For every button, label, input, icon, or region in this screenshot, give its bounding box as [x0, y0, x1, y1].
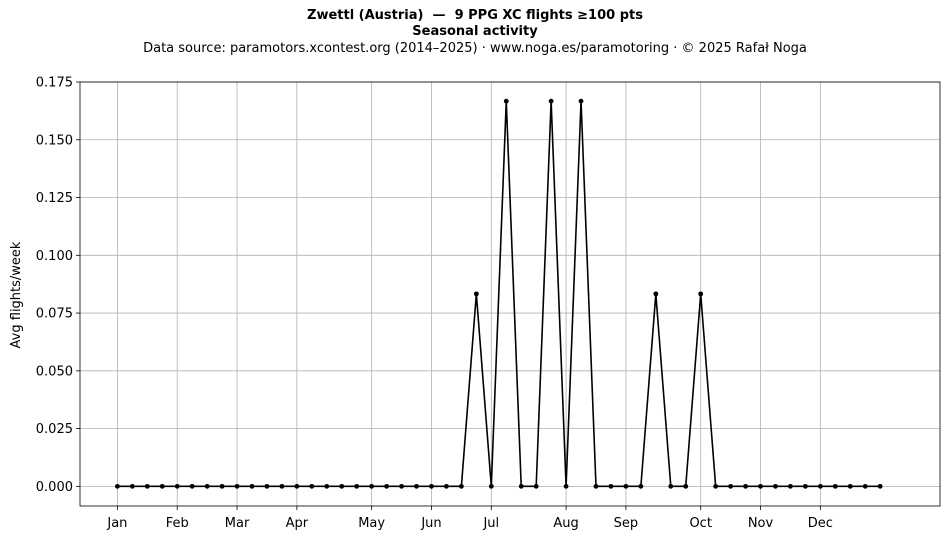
data-point: [563, 483, 569, 489]
data-point: [877, 483, 883, 489]
series-flights-per-week: [114, 98, 883, 489]
data-point: [234, 483, 240, 489]
data-point: [159, 483, 165, 489]
y-tick-label: 0.000: [36, 480, 73, 495]
data-point: [204, 483, 210, 489]
data-point: [518, 483, 524, 489]
y-tick-label: 0.075: [36, 307, 73, 322]
data-point: [458, 483, 464, 489]
data-point: [608, 483, 614, 489]
data-point: [219, 483, 225, 489]
y-tick-label: 0.025: [36, 422, 73, 437]
data-point: [129, 483, 135, 489]
x-tick-label: Feb: [166, 516, 189, 531]
data-point: [174, 483, 180, 489]
data-point: [444, 483, 449, 489]
series-line: [117, 100, 881, 488]
x-tick-label: Apr: [286, 516, 309, 531]
data-point: [324, 483, 330, 489]
x-tick-label: Dec: [808, 516, 833, 531]
data-point: [354, 483, 360, 489]
data-point: [847, 483, 853, 489]
data-point: [832, 483, 838, 489]
x-tick-label: May: [358, 516, 385, 531]
plot-frame: [79, 81, 941, 507]
axes: 0.000 0.025 0.050 0.075 0.100 0.125 0.150 0.175…: [36, 76, 941, 531]
data-point: [713, 483, 719, 489]
data-point: [399, 483, 404, 489]
data-point: [773, 483, 778, 489]
data-point: [817, 483, 823, 489]
data-point: [788, 483, 793, 489]
data-point: [279, 483, 285, 489]
y-tick-label: 0.100: [36, 249, 73, 264]
data-point: [369, 483, 375, 489]
chart-title-2: Seasonal activity: [412, 24, 538, 39]
y-tick-label: 0.175: [36, 76, 73, 91]
data-point: [114, 483, 120, 489]
data-point: [144, 483, 150, 489]
data-point: [189, 483, 195, 489]
x-tick-label: Oct: [689, 516, 711, 531]
data-point: [503, 98, 509, 104]
x-tick-label: Jan: [106, 516, 127, 531]
x-tick-label: Jun: [420, 516, 441, 531]
data-point: [683, 483, 689, 489]
data-point: [429, 483, 434, 489]
chart-title-block: Zwettl (Austria) — 9 PPG XC flights ≥100…: [0, 8, 950, 57]
data-point: [728, 483, 734, 489]
chart-subtitle: Data source: paramotors.xcontest.org (20…: [143, 41, 807, 56]
data-point: [488, 483, 494, 489]
data-point: [384, 483, 390, 489]
data-point: [668, 483, 674, 489]
grid-lines: [80, 81, 940, 506]
data-point: [593, 483, 599, 489]
chart-title: Zwettl (Austria) — 9 PPG XC flights ≥100…: [307, 8, 643, 23]
data-point: [414, 483, 419, 489]
data-point: [638, 483, 644, 489]
x-tick-label: Aug: [553, 516, 578, 531]
data-point: [339, 483, 345, 489]
data-point: [548, 98, 554, 104]
x-tick-label: Nov: [748, 516, 774, 531]
data-point: [862, 483, 868, 489]
data-point: [294, 483, 300, 489]
data-point: [249, 483, 255, 489]
data-point: [758, 483, 763, 489]
data-point: [698, 291, 704, 297]
data-point: [309, 483, 315, 489]
data-point: [743, 483, 748, 489]
y-tick-label: 0.150: [36, 133, 73, 148]
data-point: [264, 483, 270, 489]
x-tick-label: Sep: [614, 516, 639, 531]
data-point: [802, 483, 808, 489]
data-point: [653, 291, 659, 297]
data-point: [533, 483, 539, 489]
data-point: [473, 291, 479, 297]
y-tick-label: 0.125: [36, 191, 73, 206]
x-tick-label: Mar: [225, 516, 250, 531]
y-axis-label: Avg flights/week: [9, 241, 24, 348]
x-tick-label: Jul: [482, 516, 499, 531]
y-tick-label: 0.050: [36, 364, 73, 379]
data-point: [578, 98, 584, 104]
data-point: [623, 483, 629, 489]
